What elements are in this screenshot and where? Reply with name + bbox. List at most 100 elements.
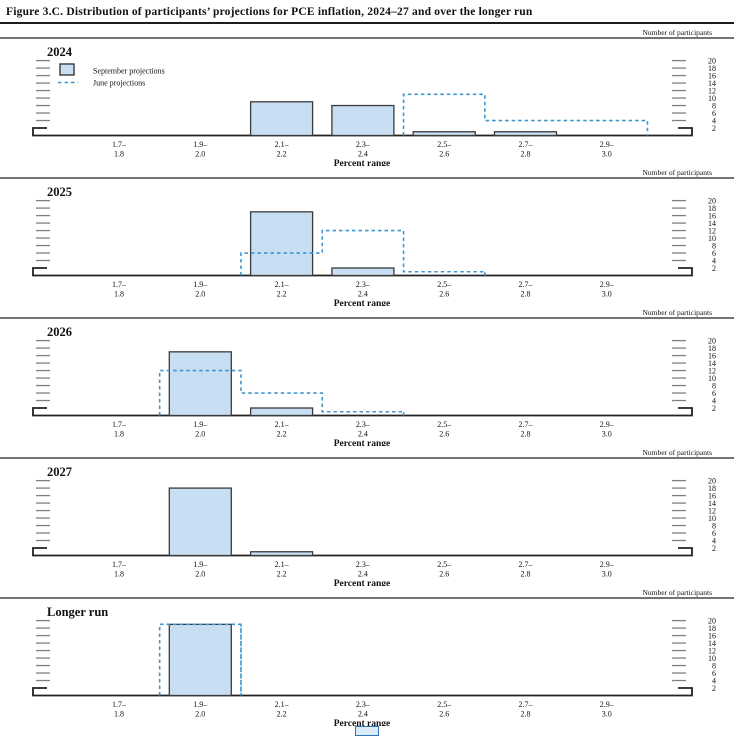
y-tick-label: 10	[708, 514, 716, 523]
x-axis-tray	[32, 407, 693, 417]
number-of-participants-label: Number of participants	[642, 448, 712, 457]
bin-label-upper: 2.1–	[275, 560, 290, 569]
y-tick-label: 18	[708, 624, 716, 633]
bin-label-upper: 2.5–	[437, 700, 452, 709]
bin-label-upper: 2.3–	[356, 700, 371, 709]
title-rule	[0, 22, 734, 24]
bin-label-upper: 2.1–	[275, 140, 290, 149]
percent-range-label: Percent range	[334, 439, 391, 446]
bin-label-upper: 2.1–	[275, 700, 290, 709]
panel-longer-run: Number of participants Longer run 20 18 16 14…	[0, 586, 734, 726]
bin-label-upper: 2.3–	[356, 140, 371, 149]
y-tick-label: 14	[708, 499, 716, 508]
panel-2026: Number of participants 2026 20 18 16 14 12 10 8 6…	[0, 306, 734, 446]
bin-label-lower: 2.2	[277, 150, 287, 159]
june-projections-line	[158, 623, 242, 696]
histogram-panels: Number of participants 2024 20 18 16 14 12 10 8 6…	[0, 26, 734, 726]
bin-label-upper: 2.9–	[600, 140, 615, 149]
legend-september-swatch	[59, 63, 75, 76]
bin-label-upper: 2.7–	[519, 140, 534, 149]
y-tick-label: 4	[712, 116, 716, 125]
y-tick-label: 18	[708, 484, 716, 493]
bin-label-lower: 2.2	[277, 430, 287, 439]
bin-label-lower: 2.6	[439, 710, 449, 719]
y-tick-label: 14	[708, 79, 716, 88]
y-tick-label: 14	[708, 639, 716, 648]
september-bar	[249, 551, 314, 557]
bin-label-upper: 1.9–	[193, 140, 208, 149]
bin-label-lower: 2.4	[358, 430, 368, 439]
number-of-participants-label: Number of participants	[642, 168, 712, 177]
bin-label-upper: 2.3–	[356, 560, 371, 569]
bin-label-lower: 2.0	[195, 150, 205, 159]
bin-label-upper: 2.3–	[356, 280, 371, 289]
bin-label-upper: 1.9–	[193, 420, 208, 429]
percent-range-label: Percent range	[334, 579, 391, 586]
bin-label-upper: 1.9–	[193, 280, 208, 289]
september-bar	[412, 131, 476, 137]
bin-label-upper: 2.5–	[437, 420, 452, 429]
percent-range-label: Percent range	[334, 719, 391, 726]
y-tick-label: 12	[708, 366, 716, 375]
bin-label-lower: 2.6	[439, 150, 449, 159]
bin-label-upper: 2.9–	[600, 420, 615, 429]
bin-label-lower: 2.2	[277, 570, 287, 579]
y-tick-label: 10	[708, 234, 716, 243]
panel-year-label: Longer run	[47, 605, 108, 619]
y-tick-label: 2	[712, 264, 716, 273]
bin-label-upper: 1.7–	[112, 420, 127, 429]
bin-label-lower: 2.8	[521, 150, 531, 159]
september-bar	[331, 267, 395, 277]
y-tick-label: 6	[712, 109, 716, 118]
y-tick-label: 2	[712, 544, 716, 553]
bin-label-lower: 2.8	[521, 430, 531, 439]
panel-2027: Number of participants 2027 20 18 16 14 12 10 8 6…	[0, 446, 734, 586]
september-bar	[249, 211, 314, 277]
y-tick-label: 2	[712, 124, 716, 133]
june-projections-line	[402, 93, 649, 136]
bin-label-lower: 2.0	[195, 430, 205, 439]
y-tick-label: 4	[712, 536, 716, 545]
legend-september-label: September projections	[93, 67, 165, 76]
bin-label-upper: 2.5–	[437, 140, 452, 149]
bin-label-lower: 2.2	[277, 710, 287, 719]
bin-label-upper: 1.7–	[112, 140, 127, 149]
september-bar	[493, 131, 558, 137]
y-tick-label: 2	[712, 404, 716, 413]
y-tick-label: 8	[712, 381, 716, 390]
bin-label-lower: 2.8	[521, 710, 531, 719]
bin-label-upper: 2.5–	[437, 280, 452, 289]
bin-label-lower: 1.8	[114, 430, 124, 439]
y-tick-label: 16	[708, 211, 716, 220]
x-axis-tray	[32, 547, 693, 557]
panel-year-label: 2026	[47, 325, 72, 339]
bin-label-lower: 3.0	[602, 570, 612, 579]
y-tick-label: 18	[708, 204, 716, 213]
september-bar	[168, 487, 232, 557]
y-tick-label: 16	[708, 491, 716, 500]
bin-label-upper: 2.9–	[600, 560, 615, 569]
y-tick-label: 8	[712, 101, 716, 110]
september-bar	[249, 101, 314, 137]
y-tick-label: 18	[708, 64, 716, 73]
panel-2025: Number of participants 2025 20 18 16 14 12 10 8 6…	[0, 166, 734, 306]
y-tick-label: 12	[708, 506, 716, 515]
y-tick-label: 20	[708, 616, 716, 625]
percent-range-label: Percent range	[334, 299, 391, 306]
figure-title: Figure 3.C. Distribution of participants…	[6, 6, 533, 18]
next-figure-crop-artifact	[355, 726, 379, 736]
y-tick-label: 4	[712, 676, 716, 685]
bin-label-upper: 2.9–	[600, 280, 615, 289]
september-bar	[168, 351, 232, 417]
bin-label-upper: 1.7–	[112, 700, 127, 709]
y-tick-label: 18	[708, 344, 716, 353]
y-tick-label: 12	[708, 226, 716, 235]
panel-chart: Number of participants 2024 20181614121086…	[0, 28, 734, 166]
y-tick-label: 14	[708, 359, 716, 368]
bin-label-upper: 2.7–	[519, 700, 534, 709]
bin-label-lower: 3.0	[602, 290, 612, 299]
september-bar	[249, 407, 314, 417]
bin-label-lower: 1.8	[114, 710, 124, 719]
bin-label-lower: 2.8	[521, 570, 531, 579]
panel-chart: Number of participants Longer run 20181614…	[0, 588, 734, 726]
